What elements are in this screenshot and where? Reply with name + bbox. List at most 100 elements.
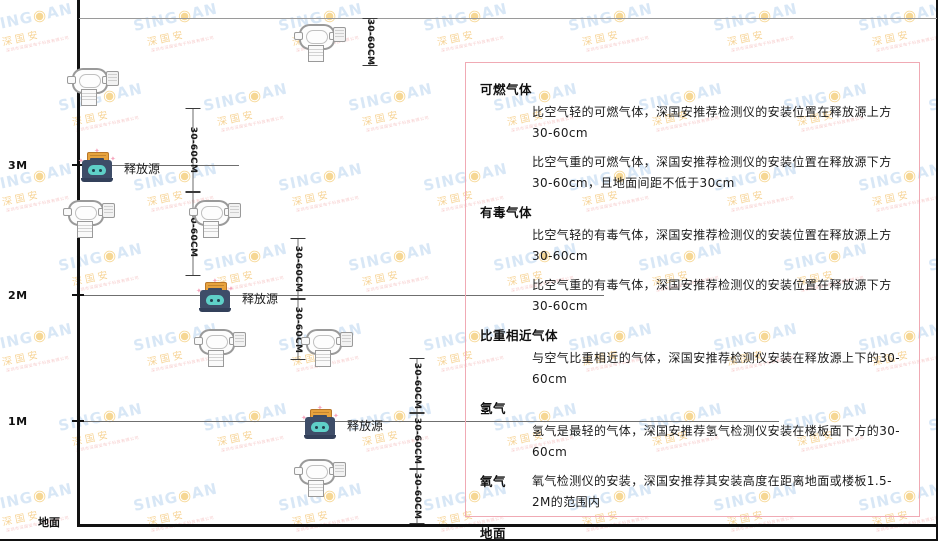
watermark-micro: 深圳市深国安电子科技有限公司 <box>220 434 285 453</box>
dimension-callout: 30-60CM <box>180 108 206 192</box>
detector-sensor-module <box>333 27 346 42</box>
dimension-cap-bottom <box>409 412 425 414</box>
sparkle-icon: ✦ <box>78 157 84 165</box>
level-label-1m: 1M <box>8 415 28 428</box>
dimension-cap-top <box>362 18 378 19</box>
source-neck <box>208 288 222 291</box>
detector-stem <box>308 480 324 497</box>
watermark-brand: SING◉AN <box>0 0 75 35</box>
watermark-brand: SING◉AN <box>201 239 290 275</box>
detector-sensor-module <box>233 332 246 347</box>
dimension-line <box>297 299 299 360</box>
dimension-callout: 30-60CM <box>285 238 311 299</box>
level-line <box>79 165 239 166</box>
gas-cloud-icon <box>88 165 106 175</box>
watermark-sub: 深国安 <box>726 29 767 49</box>
dimension-callout: 30-60CM <box>404 468 430 524</box>
watermark-brand: SING◉AN <box>131 479 220 515</box>
watermark-micro: 深圳市深国安电子科技有限公司 <box>440 34 505 53</box>
dimension-callout: 30-60CM <box>357 18 383 66</box>
ground-label: 地面 <box>38 516 60 529</box>
detector-sensor-module <box>340 332 353 347</box>
detector-stem <box>315 350 331 367</box>
sparkle-icon: ✦ <box>110 155 116 163</box>
release-source-label: 释放源 <box>347 419 384 433</box>
panel-section-title: 可燃气体 <box>480 82 533 97</box>
dimension-line <box>369 18 371 66</box>
info-panel: 可燃气体比空气轻的可燃气体，深国安推荐检测仪的安装位置在释放源上方30-60cm… <box>465 62 920 541</box>
watermark-sub: 深国安 <box>216 429 257 449</box>
watermark-micro: 深圳市深国安电子科技有限公司 <box>150 34 215 53</box>
watermark-micro: 深圳市深国安电子科技有限公司 <box>365 114 430 133</box>
dimension-cap-top <box>409 358 425 359</box>
dimension-cap-top <box>185 192 201 193</box>
dimension-cap-bottom <box>290 298 306 299</box>
release-source-icon: ✦ ✦ ✦ <box>78 148 116 182</box>
gas-detector-icon <box>62 196 115 240</box>
dimension-line <box>416 413 418 469</box>
level-label-3m: 3M <box>8 159 28 172</box>
watermark-brand: SING◉AN <box>346 239 435 275</box>
gas-detector-icon <box>300 325 353 369</box>
panel-section-text: 比空气重的可燃气体，深国安推荐检测仪的安装位置在释放源下方30-60cm，且地面… <box>532 155 892 190</box>
dimension-callout: 30-60CM <box>404 358 430 414</box>
gas-detector-icon <box>66 64 119 108</box>
watermark-sub: 深国安 <box>581 29 622 49</box>
sparkle-icon: ✦ <box>317 404 323 412</box>
panel-section: 可燃气体比空气轻的可燃气体，深国安推荐检测仪的安装位置在释放源上方30-60cm… <box>480 79 905 194</box>
watermark-micro: 深圳市深国安电子科技有限公司 <box>730 34 795 53</box>
dimension-label: 30-60CM <box>188 126 198 174</box>
watermark-sub: 深国安 <box>436 29 477 49</box>
gas-detector-icon <box>293 455 346 499</box>
watermark-micro: 深圳市深国安电子科技有限公司 <box>75 114 140 133</box>
watermark-sub: 深国安 <box>71 429 112 449</box>
detector-stem <box>208 350 224 367</box>
watermark-sub: 深国安 <box>361 109 402 129</box>
ground-baseline <box>77 524 937 527</box>
level-label-2m: 2M <box>8 289 28 302</box>
panel-section-text: 比空气轻的可燃气体，深国安推荐检测仪的安装位置在释放源上方30-60cm <box>532 105 892 140</box>
release-source-label: 释放源 <box>242 292 279 306</box>
dimension-cap-top <box>185 108 201 109</box>
dimension-line <box>416 468 418 524</box>
panel-section-title: 地面 <box>480 526 507 541</box>
sparkle-icon: ✦ <box>94 147 100 155</box>
detector-ear-left <box>194 337 203 345</box>
dimension-cap-bottom <box>290 359 306 360</box>
watermark-micro: 深圳市深国安电子科技有限公司 <box>5 354 70 373</box>
dimension-cap-bottom <box>185 275 201 276</box>
gas-detector-icon <box>193 325 246 369</box>
frame-right-border <box>936 0 938 541</box>
watermark-micro: 深圳市深国安电子科技有限公司 <box>75 434 140 453</box>
watermark-brand: SING◉AN <box>201 399 290 435</box>
detector-ear-left <box>67 76 76 84</box>
panel-section: 氢气 氢气是最轻的气体，深国安推荐氢气检测仪安装在楼板面下方的30-60cm <box>480 398 905 463</box>
watermark-brand: SING◉AN <box>0 319 75 355</box>
watermark-sub: 深国安 <box>146 29 187 49</box>
panel-section-title: 氢气 <box>480 401 507 416</box>
watermark-micro: 深圳市深国安电子科技有限公司 <box>295 194 360 213</box>
panel-section-title: 有毒气体 <box>480 205 533 220</box>
release-source-label: 释放源 <box>124 162 161 176</box>
panel-section: 有毒气体 比空气轻的有毒气体，深国安推荐检测仪的安装位置在释放源上方30-60cm… <box>480 202 905 317</box>
watermark-brand: SING◉AN <box>276 159 365 195</box>
gas-cloud-icon <box>311 422 329 432</box>
watermark-micro: 深圳市深国安电子科技有限公司 <box>365 274 430 293</box>
dimension-callout: 30-60CM <box>404 413 430 469</box>
dimension-cap-bottom <box>185 191 201 192</box>
gas-cloud-icon <box>206 295 224 305</box>
watermark-brand: SING◉AN <box>56 239 145 275</box>
level-line <box>79 295 604 296</box>
panel-section-text: 与空气比重相近的气体，深国安推荐检测仪安装在释放源上下的30-60cm <box>532 351 901 386</box>
detector-ear-left <box>294 32 303 40</box>
